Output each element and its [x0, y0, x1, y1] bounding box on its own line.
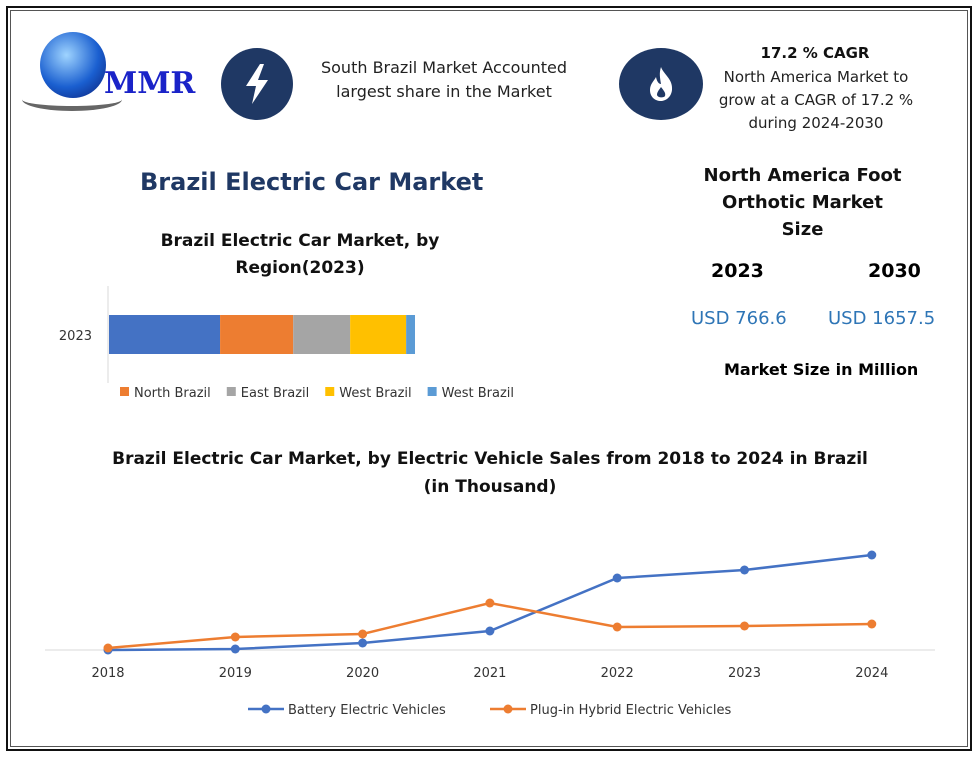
- x-tick-label: 2024: [855, 666, 888, 681]
- value-2023: USD 766.6: [691, 308, 787, 329]
- bar-segment: [406, 315, 415, 354]
- series-line: [107, 601, 872, 650]
- value-2030: USD 1657.5: [828, 308, 936, 329]
- data-point: [612, 622, 622, 632]
- data-point: [358, 638, 368, 648]
- data-point: [612, 573, 622, 583]
- line-chart-title: Brazil Electric Car Market, by Electric …: [112, 449, 868, 469]
- legend-label: West Brazil: [442, 386, 514, 401]
- cagr-title: 17.2 % CAGR: [760, 44, 870, 62]
- outer-border: [6, 6, 972, 751]
- legend-label: West Brazil: [339, 386, 411, 401]
- legend-marker: [503, 704, 513, 714]
- info1-text: South Brazil Market Accounted largest sh…: [320, 58, 567, 101]
- sales-line-chart: Brazil Electric Car Market, by Electric …: [45, 449, 935, 718]
- legend-swatch: [325, 387, 335, 396]
- data-point: [103, 643, 113, 653]
- data-point: [740, 565, 749, 575]
- legend-label: Plug-in Hybrid Electric Vehicles: [530, 703, 731, 718]
- bar-chart-title-line2: Region(2023): [235, 258, 364, 278]
- market-size-note: Market Size in Million: [724, 360, 919, 379]
- cagr-text: North America Market to grow at a CAGR o…: [718, 68, 914, 132]
- x-tick-label: 2023: [728, 666, 761, 681]
- x-tick-label: 2018: [91, 666, 124, 681]
- lightning-icon: [221, 48, 293, 120]
- line-chart-subtitle: (in Thousand): [424, 477, 557, 497]
- inner-border: [10, 10, 968, 747]
- x-tick-label: 2022: [601, 666, 634, 681]
- legend-label: Battery Electric Vehicles: [288, 703, 446, 718]
- x-tick-label: 2021: [473, 666, 506, 681]
- data-point: [740, 621, 749, 631]
- data-point: [867, 550, 877, 560]
- main-title: Brazil Electric Car Market: [140, 168, 484, 196]
- legend-label: East Brazil: [241, 386, 309, 401]
- bar-segment: [109, 315, 221, 354]
- data-point: [867, 619, 877, 629]
- bar-segment: [293, 315, 351, 354]
- legend-swatch: [120, 387, 129, 396]
- year-2030: 2030: [868, 260, 921, 282]
- flame-icon: [619, 48, 703, 120]
- bar-chart-title: Brazil Electric Car Market, by: [161, 231, 440, 251]
- legend-marker: [261, 704, 271, 714]
- data-point: [485, 598, 495, 608]
- data-point: [485, 626, 495, 636]
- year-2023: 2023: [711, 260, 764, 282]
- region-bar-chart: Brazil Electric Car Market, by Region(20…: [59, 231, 514, 401]
- data-point: [230, 632, 240, 642]
- legend-label: North Brazil: [134, 386, 211, 401]
- legend-swatch: [427, 387, 437, 396]
- bar-segment: [350, 315, 407, 354]
- bar-category-label: 2023: [59, 329, 92, 344]
- data-point: [358, 629, 368, 639]
- x-tick-label: 2019: [219, 666, 252, 681]
- logo-text: MMR: [104, 66, 196, 101]
- bar-segment: [220, 315, 294, 354]
- x-tick-label: 2020: [346, 666, 379, 681]
- legend-swatch: [226, 387, 236, 396]
- data-point: [230, 644, 240, 654]
- mmr-logo: MMR: [22, 30, 202, 111]
- market-size-title: North America Foot Orthotic Market Size: [703, 165, 902, 240]
